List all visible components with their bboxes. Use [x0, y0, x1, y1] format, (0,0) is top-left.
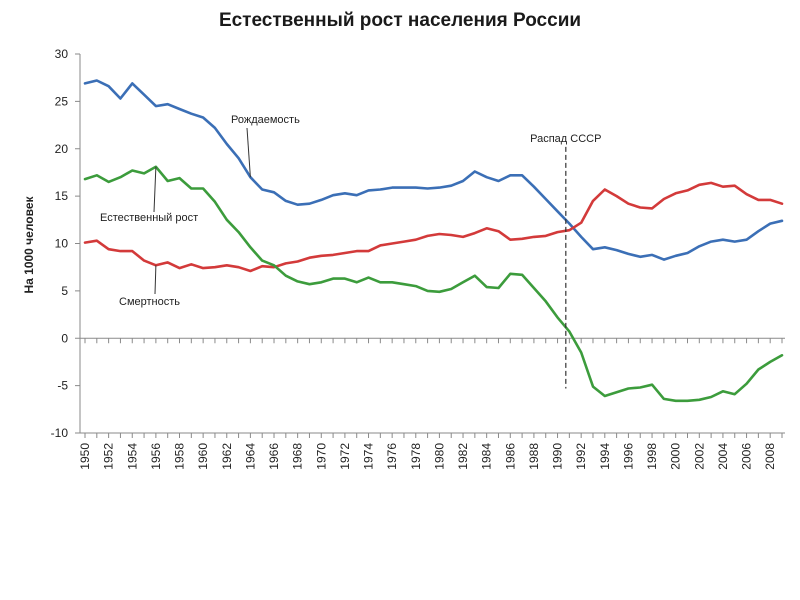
- x-tick-label: 1966: [267, 443, 281, 470]
- x-tick-label: 2006: [740, 443, 754, 470]
- x-tick-label: 2000: [669, 443, 683, 470]
- x-tick-label: 1958: [173, 443, 187, 470]
- annotation-leader: [153, 166, 157, 213]
- x-tick-label: 1988: [527, 443, 541, 470]
- x-tick-label: 1982: [456, 443, 470, 470]
- annotation-leader: [154, 265, 157, 295]
- x-tick-label: 1998: [645, 443, 659, 470]
- y-tick-label: 5: [61, 284, 68, 298]
- y-tick-label: -5: [57, 379, 68, 393]
- x-tick-label: 1954: [125, 443, 139, 470]
- y-tick-label: -10: [51, 426, 69, 440]
- x-tick-label: 1986: [503, 443, 517, 470]
- x-tick-label: 1978: [409, 443, 423, 470]
- y-tick-label: 0: [61, 331, 68, 345]
- x-tick-label: 1952: [102, 443, 116, 470]
- x-tick-label: 1962: [220, 443, 234, 470]
- x-tick-label: 1970: [314, 443, 328, 470]
- x-tick-label: 1990: [551, 443, 565, 470]
- y-tick-label: 30: [55, 47, 69, 61]
- annotations: Рождаемость Естественный рост Смертность Ра…: [100, 114, 601, 389]
- x-tick-label: 2004: [716, 443, 730, 470]
- x-tick-label: 1994: [598, 443, 612, 470]
- x-tick-label: 1976: [385, 443, 399, 470]
- x-tick-label: 1972: [338, 443, 352, 470]
- y-tick-label: 25: [55, 94, 69, 108]
- series-annotation-label: Рождаемость: [231, 114, 300, 126]
- series-annotation-label: Естественный рост: [100, 212, 198, 224]
- x-tick-label: 1974: [362, 443, 376, 470]
- y-axis-label: На 1000 человек: [22, 195, 36, 293]
- x-tick-label: 1980: [432, 443, 446, 470]
- x-tick-label: 2008: [763, 443, 777, 470]
- series-line: [83, 181, 784, 273]
- series-annotation-label: Смертность: [119, 296, 180, 308]
- axes: -10 -5 0 5 10 15 20 25 30 1950 1952 1954 1956 1958 196…: [51, 47, 785, 470]
- x-tick-label: 1996: [621, 443, 635, 470]
- y-tick-label: 20: [55, 142, 69, 156]
- x-tick-label: 2002: [692, 443, 706, 470]
- x-tick-label: 1956: [149, 443, 163, 470]
- x-tick-label: 1960: [196, 443, 210, 470]
- y-tick-label: 10: [55, 237, 69, 251]
- x-tick-label: 1992: [574, 443, 588, 470]
- ussr-collapse-label: Распад СССР: [530, 133, 601, 145]
- x-tick-label: 1984: [480, 443, 494, 470]
- chart-title: Естественный рост населения России: [218, 10, 582, 31]
- x-tick-label: 1968: [291, 443, 305, 470]
- x-tick-label: 1964: [243, 443, 257, 470]
- series-line: [83, 79, 784, 261]
- series-group: [83, 79, 784, 403]
- series-line: [83, 165, 784, 403]
- y-tick-label: 15: [55, 189, 69, 203]
- x-tick-label: 1950: [78, 443, 92, 470]
- annotation-leader: [246, 127, 251, 178]
